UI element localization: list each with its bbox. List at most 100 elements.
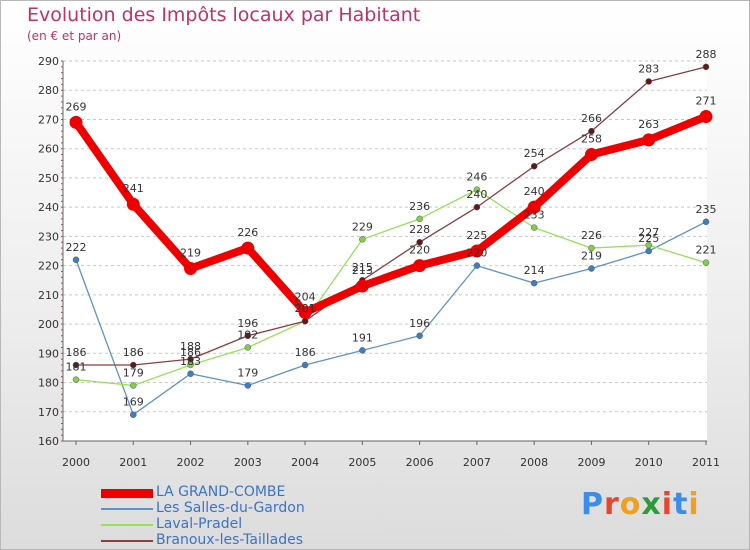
data-label: 186 — [180, 346, 201, 359]
logo-letter: r — [604, 487, 620, 522]
x-tick-label: 2009 — [577, 456, 605, 469]
data-point — [355, 279, 369, 293]
data-point — [359, 347, 366, 354]
y-tick-label: 240 — [38, 201, 59, 214]
y-minor-tick — [61, 364, 63, 366]
data-label: 196 — [409, 317, 430, 330]
data-label: 263 — [638, 118, 659, 131]
data-point — [473, 203, 481, 211]
y-minor-tick — [61, 247, 63, 249]
data-label: 188 — [180, 340, 201, 353]
data-label: 240 — [524, 185, 545, 198]
y-minor-tick — [61, 89, 63, 91]
data-label: 240 — [466, 188, 487, 201]
data-point — [473, 262, 481, 269]
legend-swatch — [101, 524, 153, 526]
data-point — [187, 355, 194, 363]
y-minor-tick — [61, 346, 63, 348]
y-minor-tick — [61, 183, 63, 185]
data-point — [187, 370, 194, 378]
y-tick-label: 290 — [38, 55, 59, 68]
data-point — [588, 265, 595, 272]
y-tick-label: 270 — [38, 113, 59, 126]
y-minor-tick — [61, 376, 63, 378]
y-minor-tick — [61, 259, 63, 261]
y-minor-tick — [61, 130, 63, 132]
y-minor-tick — [61, 306, 63, 308]
y-minor-tick — [61, 148, 63, 150]
data-label: 266 — [581, 112, 602, 125]
data-label: 225 — [466, 229, 487, 242]
data-point — [130, 361, 137, 369]
y-minor-tick — [61, 270, 63, 272]
data-label: 215 — [352, 261, 373, 274]
data-label: 226 — [237, 226, 258, 239]
y-minor-tick — [61, 352, 63, 354]
y-minor-tick — [61, 440, 63, 442]
y-minor-tick — [61, 399, 63, 401]
data-point — [413, 259, 427, 273]
x-tick-label: 2010 — [635, 456, 663, 469]
data-label: 186 — [295, 346, 316, 359]
y-minor-tick — [61, 78, 63, 80]
data-label: 228 — [409, 223, 430, 236]
y-minor-tick — [61, 235, 63, 237]
data-label: 220 — [409, 244, 430, 257]
y-tick-label: 230 — [38, 230, 59, 243]
data-point — [244, 382, 252, 389]
y-minor-tick — [61, 311, 63, 313]
y-tick-label: 260 — [38, 143, 59, 156]
data-point — [702, 218, 710, 226]
y-minor-tick — [61, 194, 63, 196]
y-minor-tick — [61, 300, 63, 302]
x-tick-label: 2001 — [119, 456, 147, 469]
data-point — [645, 241, 652, 249]
data-point — [301, 361, 309, 369]
data-label: 221 — [696, 244, 717, 257]
data-point — [642, 133, 656, 147]
y-tick-label: 180 — [38, 377, 59, 390]
y-minor-tick — [61, 382, 63, 384]
y-minor-tick — [61, 341, 63, 343]
proxiti-logo: Proxiti — [581, 487, 700, 522]
y-minor-tick — [61, 288, 63, 290]
data-label: 204 — [295, 290, 316, 303]
data-label: 219 — [180, 247, 201, 260]
data-label: 236 — [409, 200, 430, 213]
y-minor-tick — [61, 253, 63, 255]
y-minor-tick — [61, 83, 63, 85]
data-point — [241, 241, 255, 255]
y-minor-tick — [61, 335, 63, 337]
data-label: 235 — [696, 203, 717, 216]
data-point — [584, 148, 598, 162]
data-point — [416, 332, 423, 340]
x-tick-label: 2011 — [692, 456, 720, 469]
x-tick-label: 2002 — [177, 456, 205, 469]
y-minor-tick — [61, 124, 63, 126]
data-point — [72, 361, 80, 369]
data-label: 283 — [638, 62, 659, 75]
data-label: 191 — [352, 331, 373, 344]
legend-item: LA GRAND-COMBE — [101, 484, 361, 501]
y-minor-tick — [61, 206, 63, 208]
y-minor-tick — [61, 189, 63, 191]
y-minor-tick — [61, 177, 63, 179]
data-point — [530, 162, 538, 170]
data-label: 220 — [466, 247, 487, 260]
data-label: 183 — [180, 355, 201, 368]
legend-item: Laval-Pradel — [101, 516, 361, 533]
y-minor-tick — [61, 393, 63, 395]
logo-letter: x — [641, 487, 662, 522]
data-point — [130, 382, 137, 389]
data-label: 169 — [123, 396, 144, 409]
logo-letter: o — [619, 487, 642, 522]
chart-subtitle: (en € et par an) — [27, 29, 122, 43]
data-point — [530, 224, 538, 231]
x-tick-label: 2006 — [406, 456, 434, 469]
series-line — [75, 188, 707, 387]
y-minor-tick — [61, 212, 63, 214]
y-minor-tick — [61, 276, 63, 278]
legend-label: LA GRAND-COMBE — [156, 484, 286, 500]
data-point — [588, 244, 595, 252]
data-point — [359, 236, 366, 243]
